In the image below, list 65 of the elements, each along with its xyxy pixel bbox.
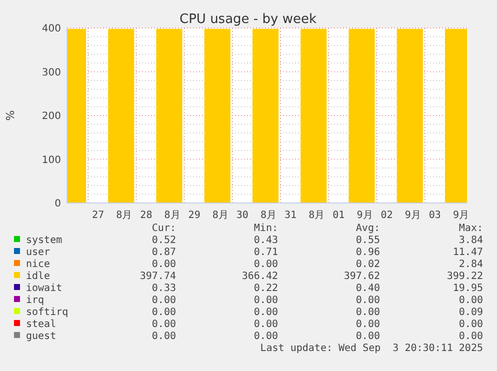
text: Avg: xyxy=(356,223,380,234)
text: Cur: xyxy=(152,223,176,234)
text: 0.43 xyxy=(254,235,278,246)
text: 397.62 xyxy=(344,271,380,282)
x-tick-label: 03 9月 xyxy=(428,210,470,221)
x-tick-label: 30 8月 xyxy=(236,210,277,221)
text: 0.00 xyxy=(152,319,176,330)
text: 0.02 xyxy=(356,259,380,270)
text: 0.00 xyxy=(152,331,176,342)
legend-label: nice xyxy=(26,259,50,270)
y-tick-label: 400 xyxy=(42,24,61,34)
text: Max: xyxy=(458,223,483,234)
text: 399.22 xyxy=(446,271,483,282)
text: 0.00 xyxy=(458,295,483,306)
chart-title: CPU usage - by week xyxy=(180,12,317,27)
text: 0.09 xyxy=(458,307,483,318)
legend-label: idle xyxy=(26,271,50,282)
text: 0.00 xyxy=(152,295,176,306)
y-tick-label: 0 xyxy=(54,198,61,210)
text: 0.55 xyxy=(356,235,380,246)
text: 11.47 xyxy=(452,247,483,258)
x-tick-label: 28 8月 xyxy=(140,210,180,221)
text: 3.84 xyxy=(458,235,483,246)
text: 0.00 xyxy=(356,295,380,306)
text: Last update: Wed Sep 3 20:30:11 2025 xyxy=(260,343,483,354)
text: 0.22 xyxy=(254,283,278,294)
y-tick-label: 100 xyxy=(42,154,61,166)
text: 0.00 xyxy=(356,319,380,330)
x-tick-label: 02 9月 xyxy=(380,210,421,221)
text: 0.00 xyxy=(152,259,176,270)
text: Min: xyxy=(254,223,278,234)
text: 0.71 xyxy=(254,247,278,258)
text: 0.52 xyxy=(152,235,176,246)
text: 0.33 xyxy=(152,283,176,294)
legend-label: iowait xyxy=(26,283,62,294)
legend-label: system xyxy=(26,235,62,246)
text: 0.00 xyxy=(254,295,278,306)
y-tick-label: 200 xyxy=(42,111,61,122)
text: 2.84 xyxy=(458,259,483,270)
x-tick-label: 01 9月 xyxy=(332,210,373,221)
text: 0.00 xyxy=(254,259,278,270)
legend-label: user xyxy=(26,247,50,258)
text: 0.00 xyxy=(254,331,278,342)
text: 19.95 xyxy=(452,283,483,294)
text: 0.00 xyxy=(152,307,176,318)
text: 0.96 xyxy=(356,247,380,258)
x-tick-label: 27 8月 xyxy=(92,210,132,221)
legend-label: guest xyxy=(26,331,56,342)
text: 0.87 xyxy=(152,247,176,258)
text: 0.00 xyxy=(356,331,380,342)
text: 0.00 xyxy=(254,307,278,318)
text: 0.00 xyxy=(458,331,483,342)
legend-label: irq xyxy=(26,295,44,306)
legend-label: steal xyxy=(26,319,56,330)
text: 397.74 xyxy=(140,271,176,282)
legend-label: softirq xyxy=(26,307,68,318)
text: 0.00 xyxy=(254,319,278,330)
text: 0.00 xyxy=(356,307,380,318)
x-tick-label: 31 8月 xyxy=(284,210,325,221)
y-tick-label: 300 xyxy=(42,67,61,78)
x-tick-label: 29 8月 xyxy=(188,210,228,221)
text: 0.00 xyxy=(458,319,483,330)
text: 366.42 xyxy=(242,271,278,282)
text: 0.40 xyxy=(356,283,380,294)
y-axis-title: % xyxy=(4,110,17,121)
